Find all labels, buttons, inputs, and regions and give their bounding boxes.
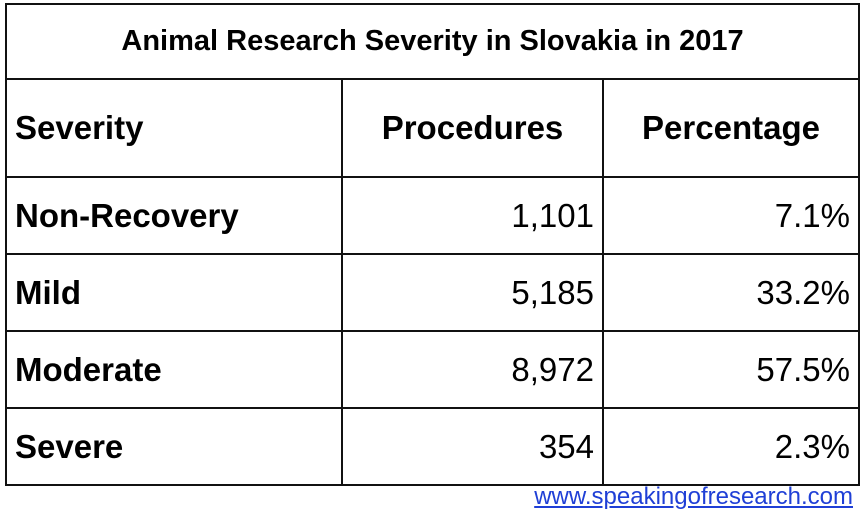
severity-cell: Non-Recovery	[5, 176, 343, 255]
header-percentage: Percentage	[602, 78, 860, 178]
table-title: Animal Research Severity in Slovakia in …	[5, 3, 860, 80]
source-link[interactable]: www.speakingofresearch.com	[534, 483, 853, 510]
percentage-cell: 33.2%	[602, 253, 860, 332]
header-procedures: Procedures	[341, 78, 604, 178]
title-row: Animal Research Severity in Slovakia in …	[5, 3, 860, 80]
procedures-cell: 8,972	[341, 330, 604, 409]
percentage-cell: 57.5%	[602, 330, 860, 409]
header-severity: Severity	[5, 78, 343, 178]
procedures-cell: 1,101	[341, 176, 604, 255]
header-row: Severity Procedures Percentage	[5, 78, 860, 178]
table-row: Moderate 8,972 57.5%	[5, 330, 860, 409]
percentage-cell: 7.1%	[602, 176, 860, 255]
table-row: Non-Recovery 1,101 7.1%	[5, 176, 860, 255]
severity-cell: Moderate	[5, 330, 343, 409]
severity-table: Animal Research Severity in Slovakia in …	[5, 3, 860, 486]
severity-cell: Mild	[5, 253, 343, 332]
severity-cell: Severe	[5, 407, 343, 486]
procedures-cell: 5,185	[341, 253, 604, 332]
table-row: Mild 5,185 33.2%	[5, 253, 860, 332]
procedures-cell: 354	[341, 407, 604, 486]
percentage-cell: 2.3%	[602, 407, 860, 486]
table-row: Severe 354 2.3%	[5, 407, 860, 486]
